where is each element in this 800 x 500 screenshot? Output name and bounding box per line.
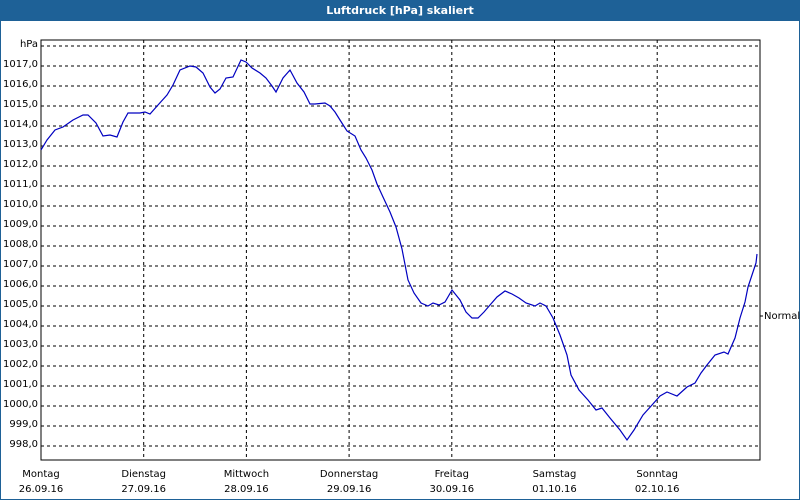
x-tick-label: Samstag 01.10.16 (510, 467, 600, 497)
y-tick-label: 1004,0 (3, 319, 38, 330)
x-tick-day: Freitag (434, 469, 469, 480)
y-tick-label: 1012,0 (3, 159, 38, 170)
y-axis-unit: hPa (19, 39, 38, 50)
y-tick-label: 998,0 (9, 439, 38, 450)
y-tick-label: 1010,0 (3, 199, 38, 210)
x-tick-date: 29.09.16 (326, 484, 372, 495)
x-tick-label: Donnerstag 29.09.16 (304, 467, 394, 497)
y-tick-label: 1011,0 (3, 179, 38, 190)
y-tick-label: 1000,0 (3, 399, 38, 410)
x-tick-date: 02.10.16 (634, 484, 680, 495)
y-tick-label: 1007,0 (3, 259, 38, 270)
grid-lines (41, 40, 760, 460)
x-tick-date: 28.09.16 (224, 484, 269, 495)
plot-border (40, 39, 761, 461)
x-tick-date: 26.09.16 (18, 484, 64, 495)
x-tick-day: Mittwoch (223, 469, 270, 480)
y-tick-label: 1015,0 (3, 99, 38, 110)
x-tick-date: 27.09.16 (121, 484, 166, 495)
x-tick-label: Montag 26.09.16 (0, 467, 86, 497)
chart-title: Luftdruck [hPa] skaliert (0, 0, 800, 21)
y-tick-label: 999,0 (9, 419, 38, 430)
x-tick-day: Montag (22, 469, 60, 480)
y-tick-label: 1002,0 (3, 359, 38, 370)
y-tick-label: 1016,0 (3, 79, 38, 90)
x-tick-day: Sonntag (636, 469, 678, 480)
x-tick-label: Mittwoch 28.09.16 (201, 467, 291, 497)
x-tick-label: Sonntag 02.10.16 (612, 467, 702, 497)
y-tick-label: 1005,0 (3, 299, 38, 310)
y-tick-label: 1003,0 (3, 339, 38, 350)
x-tick-label: Dienstag 27.09.16 (99, 467, 189, 497)
x-tick-day: Donnerstag (319, 469, 379, 480)
x-tick-day: Dienstag (121, 469, 166, 480)
pressure-line (40, 59, 758, 442)
y-tick-label: 1014,0 (3, 119, 38, 130)
y-tick-label: 1008,0 (3, 239, 38, 250)
y-tick-label: 1017,0 (3, 59, 38, 70)
normal-label: Normal (764, 311, 800, 322)
x-tick-date: 30.09.16 (429, 484, 475, 495)
x-tick-label: Freitag 30.09.16 (407, 467, 497, 497)
y-tick-label: 1001,0 (3, 379, 38, 390)
x-tick-date: 01.10.16 (532, 484, 577, 495)
y-tick-label: 1009,0 (3, 219, 38, 230)
y-tick-label: 1013,0 (3, 139, 38, 150)
y-tick-label: 1006,0 (3, 279, 38, 290)
x-tick-day: Samstag (532, 469, 577, 480)
